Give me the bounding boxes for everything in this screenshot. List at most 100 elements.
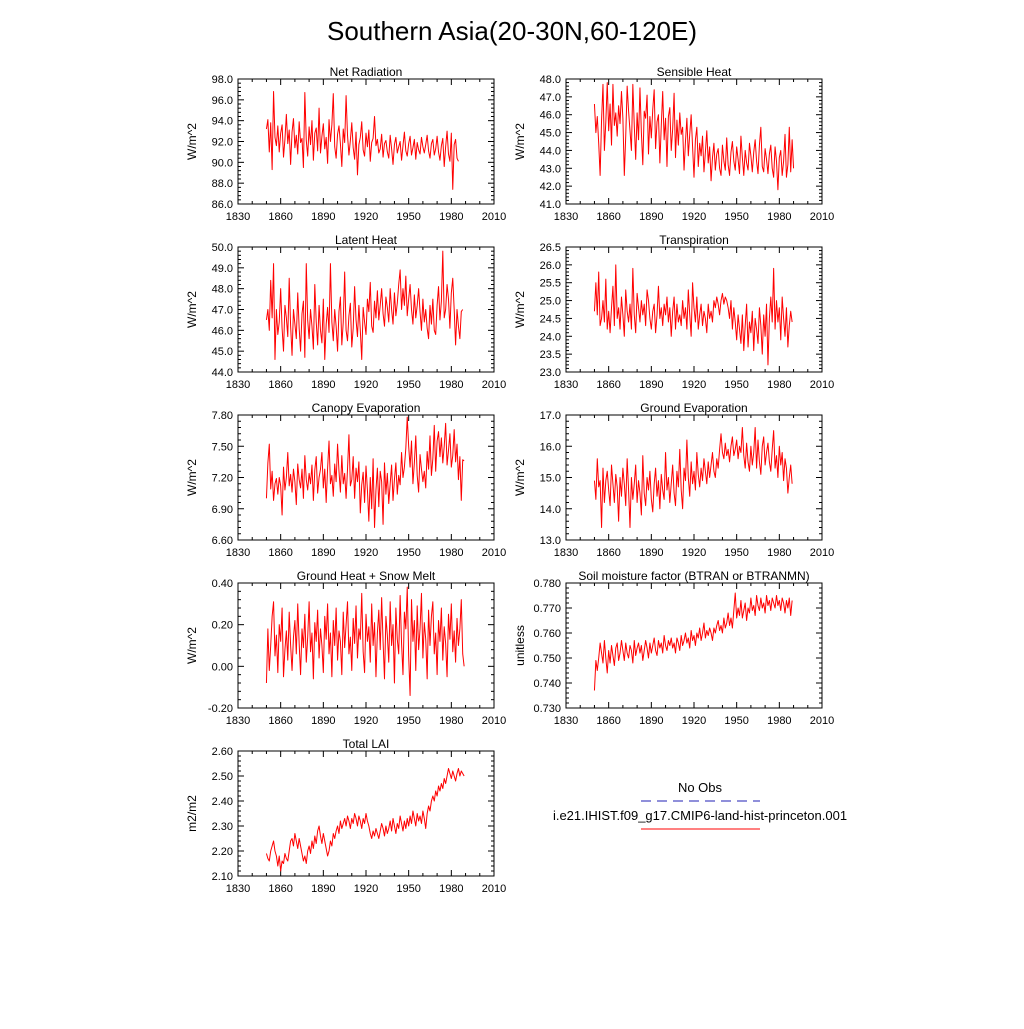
- x-tick-label: 1980: [439, 379, 463, 391]
- x-tick-label: 1980: [767, 547, 791, 559]
- y-tick-label: 0.20: [212, 620, 233, 632]
- x-tick-label: 1950: [724, 547, 748, 559]
- chart-panel-4: Transpiration W/m^2 1830 1860 1890 1920 1950 19…: [513, 233, 834, 391]
- x-tick-label: 1890: [311, 883, 335, 895]
- x-tick-label: 2010: [810, 211, 834, 223]
- x-tick-label: 1860: [268, 547, 292, 559]
- chart-panel-6: Ground Evaporation W/m^2 1830 1860 1890 1920 1…: [513, 401, 834, 559]
- y-axis-label: W/m^2: [513, 459, 527, 496]
- y-tick-label: 41.0: [540, 199, 561, 211]
- y-tick-label: 17.0: [540, 410, 561, 422]
- y-tick-label: 6.60: [212, 535, 233, 547]
- y-tick-label: 2.40: [212, 796, 233, 808]
- y-tick-label: 86.0: [212, 199, 233, 211]
- x-tick-label: 1890: [639, 547, 663, 559]
- legend: No Obs i.e21.IHIST.f09_g17.CMIP6-land-hi…: [553, 780, 847, 830]
- y-tick-label: -0.20: [208, 703, 233, 715]
- y-tick-label: 46.0: [540, 110, 561, 122]
- y-tick-label: 92.0: [212, 137, 233, 149]
- y-axis-label: W/m^2: [513, 123, 527, 160]
- y-tick-label: 44.0: [540, 145, 561, 157]
- x-tick-label: 1890: [311, 379, 335, 391]
- y-tick-label: 49.0: [212, 263, 233, 275]
- x-tick-label: 1890: [311, 547, 335, 559]
- chart-title: Canopy Evaporation: [312, 401, 421, 415]
- x-tick-label: 1950: [396, 547, 420, 559]
- x-tick-label: 1980: [439, 547, 463, 559]
- x-tick-label: 1890: [639, 211, 663, 223]
- y-tick-label: 96.0: [212, 95, 233, 107]
- y-tick-label: 42.0: [540, 181, 561, 193]
- chart-panel-3: Latent Heat W/m^2 1830 1860 1890 1920 1950 1980…: [185, 233, 506, 391]
- x-tick-label: 2010: [482, 211, 506, 223]
- x-tick-label: 1920: [354, 883, 378, 895]
- x-tick-label: 1890: [639, 715, 663, 727]
- y-tick-label: 7.20: [212, 473, 233, 485]
- y-tick-label: 2.30: [212, 821, 233, 833]
- x-tick-label: 1950: [724, 715, 748, 727]
- y-tick-label: 0.760: [533, 628, 561, 640]
- y-tick-label: 23.5: [540, 349, 561, 361]
- y-tick-label: 50.0: [212, 242, 233, 254]
- y-axis-label: m2/m2: [185, 795, 199, 832]
- x-tick-label: 1830: [226, 715, 250, 727]
- x-tick-label: 1980: [439, 883, 463, 895]
- y-tick-label: 24.0: [540, 331, 561, 343]
- x-tick-label: 1830: [554, 379, 578, 391]
- chart-panel-5: Canopy Evaporation W/m^2 1830 1860 1890 1920 1…: [185, 401, 506, 559]
- y-tick-label: 15.0: [540, 473, 561, 485]
- x-tick-label: 2010: [810, 379, 834, 391]
- chart-title: Ground Heat + Snow Melt: [297, 569, 436, 583]
- chart-panel-9: Total LAI m2/m2 1830 1860 1890 1920 1950 1980 20…: [185, 737, 506, 895]
- y-tick-label: 0.740: [533, 678, 561, 690]
- series-line-model: [265, 416, 465, 528]
- y-tick-label: 25.5: [540, 278, 561, 290]
- x-tick-label: 1920: [354, 715, 378, 727]
- x-tick-label: 1920: [354, 547, 378, 559]
- y-tick-label: 7.80: [212, 410, 233, 422]
- x-tick-label: 1980: [767, 211, 791, 223]
- x-tick-label: 1920: [682, 211, 706, 223]
- x-tick-label: 2010: [482, 547, 506, 559]
- y-tick-label: 2.60: [212, 746, 233, 758]
- y-tick-label: 44.0: [212, 367, 233, 379]
- x-tick-label: 1860: [596, 379, 620, 391]
- y-tick-label: 45.0: [212, 346, 233, 358]
- y-tick-label: 0.770: [533, 603, 561, 615]
- x-tick-label: 1860: [268, 883, 292, 895]
- x-tick-label: 1890: [311, 211, 335, 223]
- y-axis-label: W/m^2: [513, 291, 527, 328]
- x-tick-label: 1830: [226, 883, 250, 895]
- chart-title: Transpiration: [659, 233, 729, 247]
- chart-title: Total LAI: [343, 737, 390, 751]
- chart-title: Ground Evaporation: [640, 401, 747, 415]
- y-tick-label: 47.0: [540, 92, 561, 104]
- x-tick-label: 1830: [226, 547, 250, 559]
- y-tick-label: 48.0: [212, 284, 233, 296]
- x-tick-label: 1830: [554, 547, 578, 559]
- y-tick-label: 90.0: [212, 157, 233, 169]
- chart-panel-8: Soil moisture factor (BTRAN or BTRANMN) u…: [513, 569, 834, 727]
- x-tick-label: 1920: [682, 715, 706, 727]
- legend-label-model: i.e21.IHIST.f09_g17.CMIP6-land-hist-prin…: [553, 808, 847, 823]
- x-tick-label: 2010: [482, 883, 506, 895]
- y-tick-label: 23.0: [540, 367, 561, 379]
- x-tick-label: 1890: [311, 715, 335, 727]
- x-tick-label: 2010: [810, 715, 834, 727]
- y-tick-label: 16.0: [540, 441, 561, 453]
- chart-title: Soil moisture factor (BTRAN or BTRANMN): [578, 569, 809, 583]
- page-title: Southern Asia(20-30N,60-120E): [327, 16, 697, 46]
- chart-panel-7: Ground Heat + Snow Melt W/m^2 1830 1860 1890…: [185, 569, 506, 727]
- series-line-model: [265, 768, 465, 872]
- series-line-model: [593, 592, 793, 691]
- x-tick-label: 2010: [482, 379, 506, 391]
- y-axis-label: unitless: [513, 625, 527, 666]
- x-tick-label: 1830: [226, 379, 250, 391]
- x-tick-label: 1830: [554, 211, 578, 223]
- y-tick-label: 45.0: [540, 128, 561, 140]
- x-tick-label: 1950: [396, 883, 420, 895]
- x-tick-label: 1830: [554, 715, 578, 727]
- y-axis-label: W/m^2: [185, 459, 199, 496]
